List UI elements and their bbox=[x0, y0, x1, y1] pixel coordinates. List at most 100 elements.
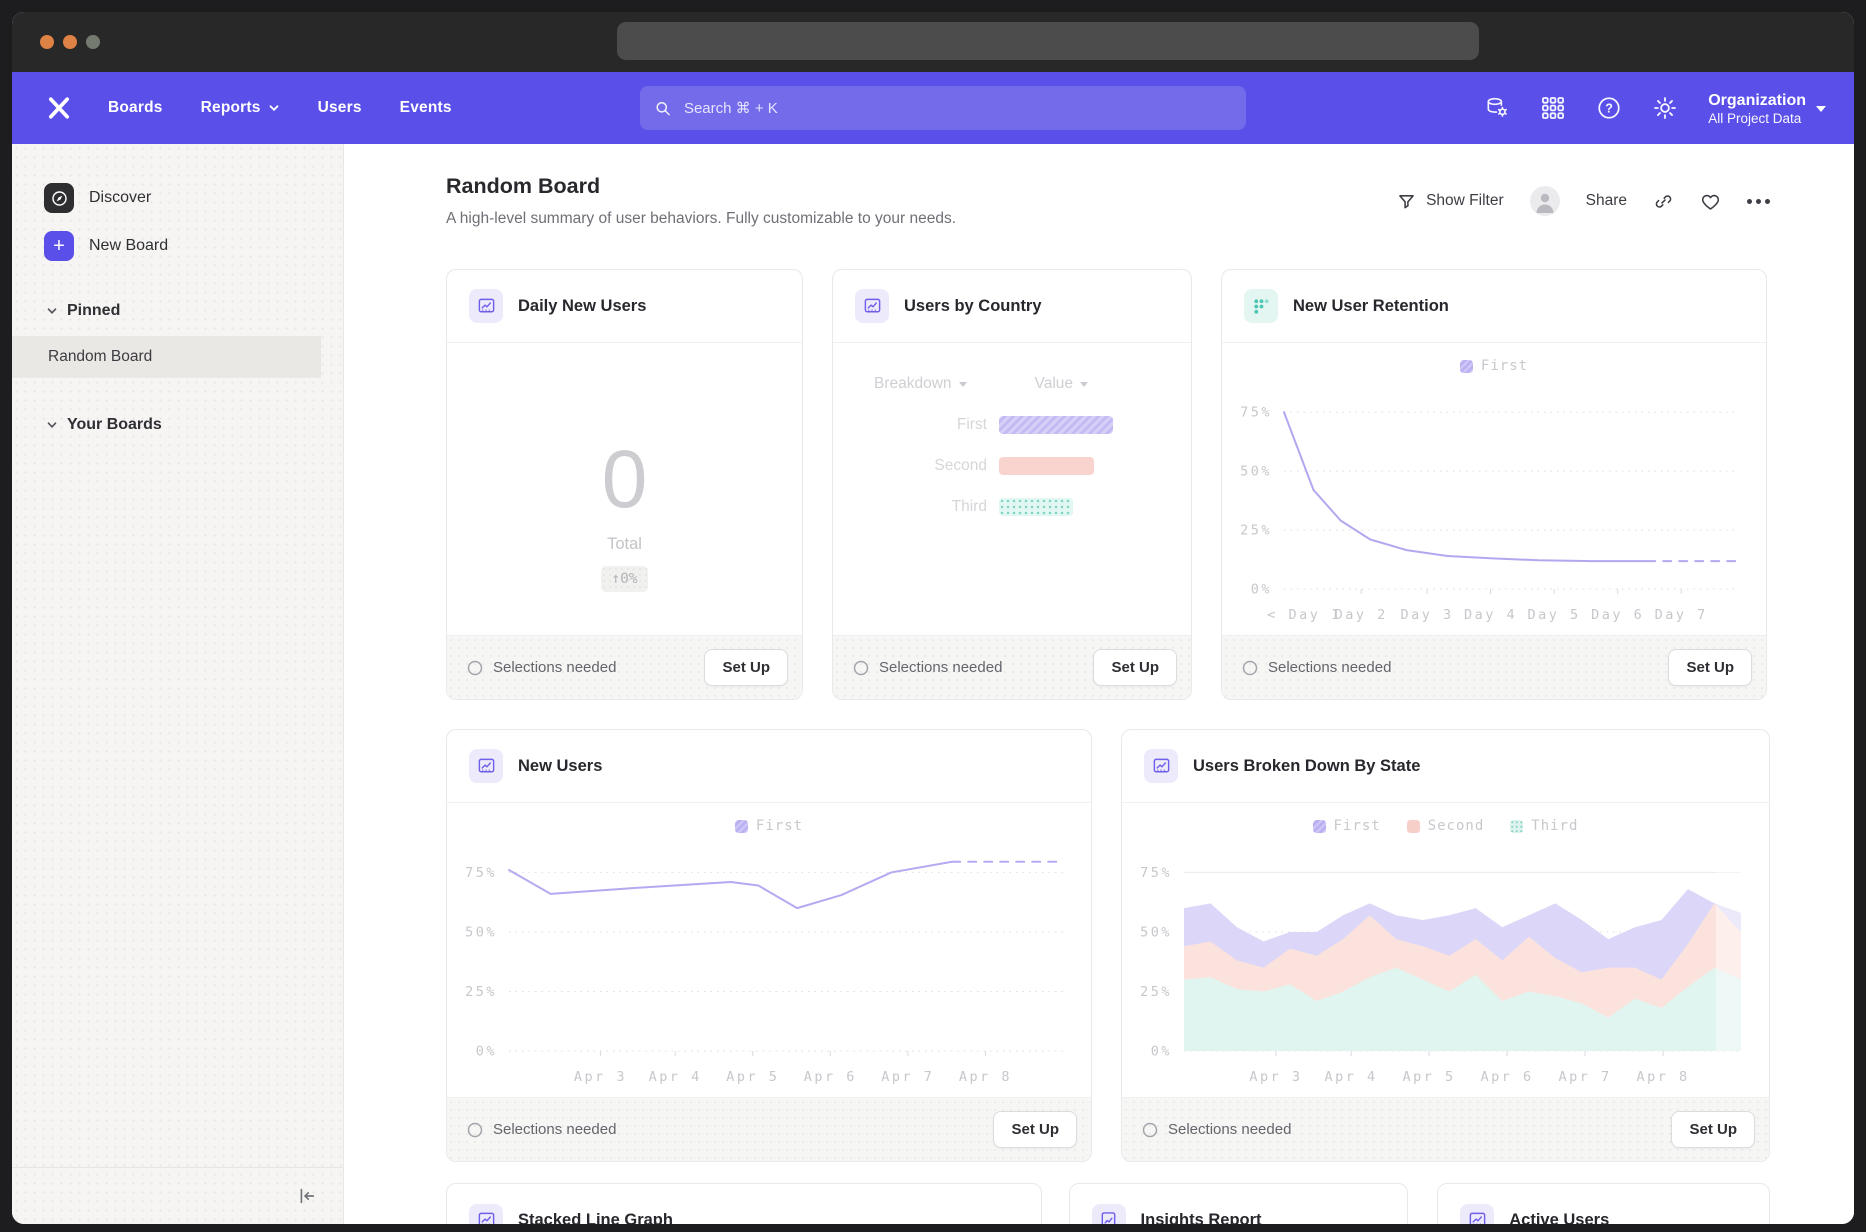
card-footer: Selections needed Set Up bbox=[1222, 635, 1766, 699]
nav-links: Boards Reports Users Events bbox=[108, 72, 452, 144]
line-chart-icon bbox=[469, 1203, 503, 1224]
selections-needed-status: Selections needed bbox=[1142, 1121, 1291, 1138]
sidebar-section-pinned[interactable]: Pinned bbox=[12, 294, 343, 328]
card-new-users: New Users First 75% 50% 25% 0% Apr 3 Apr 4 Apr… bbox=[446, 729, 1092, 1162]
metric-delta-badge: ↑0% bbox=[601, 566, 648, 592]
chevron-down-icon bbox=[958, 381, 967, 391]
svg-text:Apr 5: Apr 5 bbox=[726, 1069, 779, 1085]
page-title: Random Board bbox=[446, 174, 601, 198]
apps-grid-icon[interactable] bbox=[1540, 95, 1566, 121]
sidebar-footer bbox=[12, 1167, 343, 1224]
bar-row: Third bbox=[833, 498, 1191, 516]
selections-needed-status: Selections needed bbox=[467, 1121, 616, 1138]
sidebar-item-new-board[interactable]: + New Board bbox=[12, 222, 343, 270]
svg-text:Day 2: Day 2 bbox=[1335, 607, 1388, 623]
org-switcher[interactable]: Organization All Project Data bbox=[1708, 91, 1826, 126]
nav-item-boards[interactable]: Boards bbox=[108, 99, 163, 116]
browser-address-bar[interactable] bbox=[617, 22, 1479, 60]
line-chart-icon bbox=[855, 289, 889, 323]
bar-row: Second bbox=[833, 457, 1191, 475]
plus-icon: + bbox=[44, 231, 74, 261]
selections-needed-status: Selections needed bbox=[467, 659, 616, 676]
stacked-area-chart: 75% 50% 25% 0% Apr 3 Apr 4 Apr 5 Apr 6 Apr 7 Apr … bbox=[1122, 837, 1769, 1097]
window-minimize-button[interactable] bbox=[63, 35, 77, 49]
card-body: First 75% 50% 25% 0% Apr 3 Apr 4 Apr 5 Apr 6 Apr… bbox=[447, 803, 1091, 1097]
svg-text:Apr 4: Apr 4 bbox=[1325, 1069, 1378, 1085]
chart-legend: First bbox=[1222, 343, 1766, 383]
card-body: 0 Total ↑0% bbox=[447, 343, 802, 635]
window-close-button[interactable] bbox=[40, 35, 54, 49]
favorite-heart-icon[interactable] bbox=[1700, 191, 1721, 212]
card-new-user-retention: New User Retention First 75% 50% 25% 0% < Da… bbox=[1221, 269, 1767, 700]
circle-icon bbox=[1142, 1122, 1158, 1137]
help-icon[interactable]: ? bbox=[1596, 95, 1622, 121]
search-input[interactable] bbox=[681, 98, 1232, 118]
traffic-lights bbox=[40, 35, 100, 49]
card-insights-report: Insights Report bbox=[1068, 1183, 1409, 1224]
card-title: Stacked Line Graph bbox=[518, 1211, 673, 1224]
set-up-button[interactable]: Set Up bbox=[1093, 649, 1177, 686]
svg-text:50%: 50% bbox=[465, 924, 497, 940]
card-footer: Selections needed Set Up bbox=[833, 635, 1191, 699]
card-title: New User Retention bbox=[1293, 296, 1449, 315]
card-title: New Users bbox=[518, 756, 603, 775]
share-button[interactable]: Share bbox=[1585, 192, 1627, 209]
card-daily-new-users: Daily New Users 0 Total ↑0% Selections n… bbox=[446, 269, 803, 700]
svg-text:25%: 25% bbox=[1240, 523, 1272, 539]
retention-line-chart: 75% 50% 25% 0% < Day 1 Day 2 Day 3 Day 4 Day 5 Da… bbox=[1222, 377, 1766, 635]
svg-text:Apr 6: Apr 6 bbox=[1480, 1069, 1533, 1085]
svg-text:50%: 50% bbox=[1240, 464, 1272, 480]
search-icon bbox=[656, 101, 670, 115]
board-controls: Show Filter Share bbox=[1396, 186, 1770, 216]
card-active-users: Active Users bbox=[1437, 1183, 1770, 1224]
sidebar-section-your-boards[interactable]: Your Boards bbox=[12, 408, 343, 442]
global-search[interactable] bbox=[640, 86, 1246, 130]
svg-text:0%: 0% bbox=[1151, 1044, 1172, 1060]
sidebar-item-random-board[interactable]: Random Board bbox=[12, 336, 321, 378]
svg-text:Apr 3: Apr 3 bbox=[1249, 1069, 1302, 1085]
line-chart-icon bbox=[1144, 749, 1178, 783]
person-icon bbox=[1536, 193, 1554, 213]
more-options-button[interactable] bbox=[1747, 198, 1770, 204]
data-management-icon[interactable] bbox=[1484, 95, 1510, 121]
line-chart-icon bbox=[1460, 1203, 1495, 1224]
chart-legend: First Second Third bbox=[1122, 803, 1769, 843]
set-up-button[interactable]: Set Up bbox=[1668, 649, 1752, 686]
new-users-line-chart: 75% 50% 25% 0% Apr 3 Apr 4 Apr 5 Apr 6 Apr 7 Apr … bbox=[447, 837, 1091, 1097]
breakdown-dropdown[interactable]: Breakdown bbox=[874, 375, 967, 393]
nav-item-users[interactable]: Users bbox=[317, 99, 362, 116]
link-icon[interactable] bbox=[1653, 191, 1674, 212]
page-subtitle: A high-level summary of user behaviors. … bbox=[446, 210, 957, 227]
line-chart-icon bbox=[469, 289, 503, 323]
settings-gear-icon[interactable] bbox=[1652, 95, 1678, 121]
sidebar-item-discover[interactable]: Discover bbox=[12, 174, 343, 222]
svg-text:50%: 50% bbox=[1140, 924, 1172, 940]
metric-value: 0 bbox=[601, 434, 648, 525]
card-body: First Second Third 75% 50% 25% 0% Apr 3 Apr 4 Ap… bbox=[1122, 803, 1769, 1097]
svg-text:Apr 3: Apr 3 bbox=[574, 1069, 627, 1085]
nav-item-events[interactable]: Events bbox=[399, 99, 452, 116]
bar-row: First bbox=[833, 416, 1191, 434]
board-header: Random Board A high-level summary of use… bbox=[344, 144, 1854, 254]
set-up-button[interactable]: Set Up bbox=[704, 649, 788, 686]
set-up-button[interactable]: Set Up bbox=[1671, 1111, 1755, 1148]
org-name: Organization bbox=[1708, 91, 1806, 109]
collapse-sidebar-icon[interactable] bbox=[295, 1185, 317, 1207]
show-filter-button[interactable]: Show Filter bbox=[1396, 191, 1504, 212]
navbar-right-controls: ? Organization All Project Data bbox=[1484, 72, 1826, 144]
bar-first bbox=[999, 416, 1113, 434]
svg-text:25%: 25% bbox=[465, 984, 497, 1000]
app-logo-icon[interactable] bbox=[44, 94, 74, 122]
window-zoom-button[interactable] bbox=[86, 35, 100, 49]
value-dropdown[interactable]: Value bbox=[1035, 375, 1089, 393]
svg-text:Apr 7: Apr 7 bbox=[1558, 1069, 1611, 1085]
metric-label: Total bbox=[607, 535, 642, 553]
set-up-button[interactable]: Set Up bbox=[993, 1111, 1077, 1148]
svg-text:Apr 7: Apr 7 bbox=[881, 1069, 934, 1085]
card-title: Insights Report bbox=[1140, 1211, 1262, 1224]
avatar[interactable] bbox=[1529, 186, 1560, 216]
card-title: Users Broken Down By State bbox=[1193, 756, 1421, 775]
chevron-down-icon bbox=[47, 308, 57, 315]
nav-item-reports[interactable]: Reports bbox=[201, 99, 280, 117]
app-window: Boards Reports Users Events bbox=[12, 12, 1854, 1224]
